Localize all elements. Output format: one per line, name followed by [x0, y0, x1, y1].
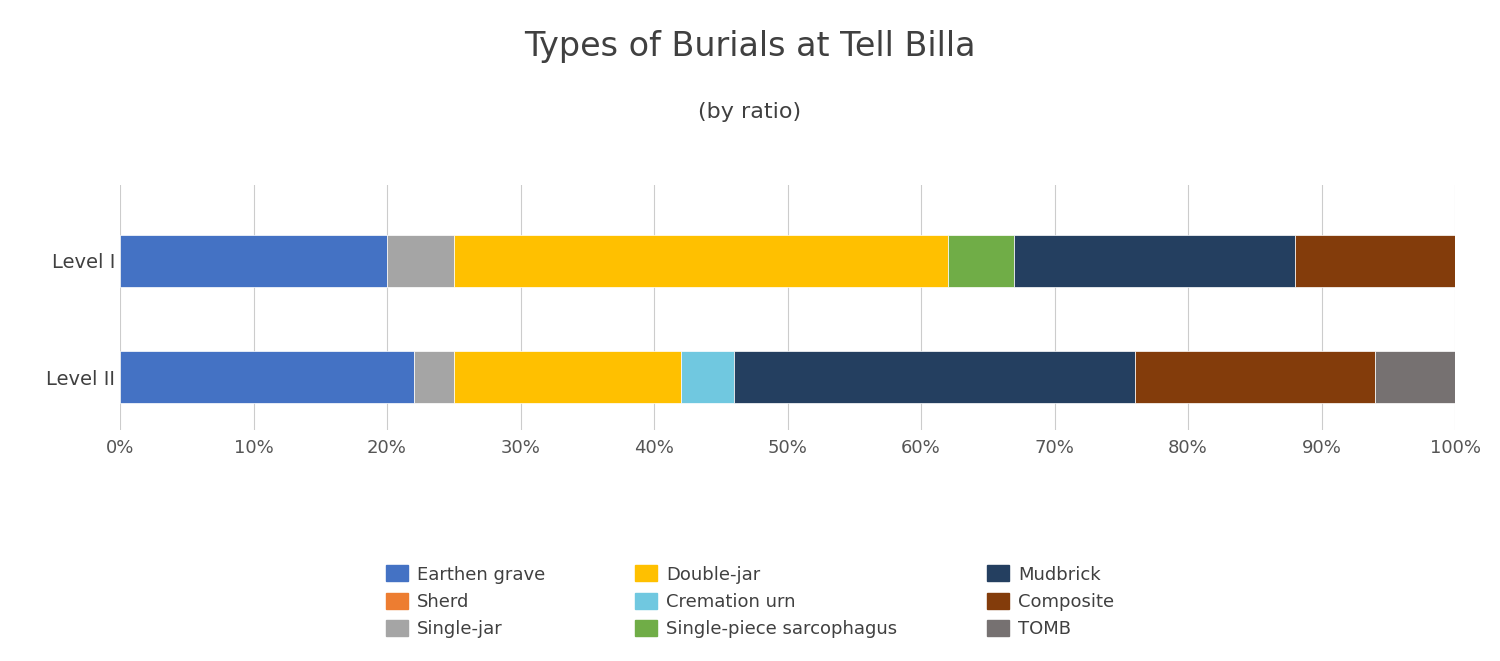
- Legend: Earthen grave, Sherd, Single-jar, Double-jar, Cremation urn, Single-piece sarcop: Earthen grave, Sherd, Single-jar, Double…: [378, 558, 1122, 645]
- Text: (by ratio): (by ratio): [699, 102, 801, 122]
- Bar: [453, 351, 681, 403]
- Bar: [1014, 235, 1294, 287]
- Bar: [120, 351, 414, 403]
- Bar: [681, 351, 734, 403]
- Text: Types of Burials at Tell Billa: Types of Burials at Tell Billa: [525, 30, 975, 63]
- Bar: [1294, 235, 1455, 287]
- Bar: [414, 351, 453, 403]
- Bar: [387, 235, 453, 287]
- Bar: [453, 235, 948, 287]
- Bar: [948, 235, 1014, 287]
- Bar: [734, 351, 1134, 403]
- Bar: [1376, 351, 1455, 403]
- Bar: [120, 235, 387, 287]
- Bar: [1134, 351, 1376, 403]
